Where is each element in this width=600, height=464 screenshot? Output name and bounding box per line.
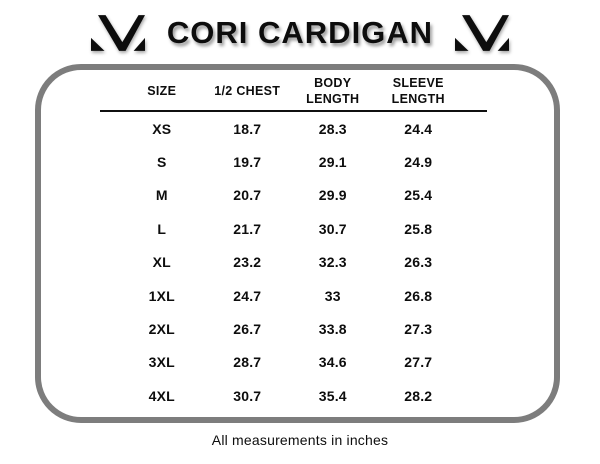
sleeve-length-cell: 25.8 (404, 220, 433, 237)
size-cell: XL (152, 254, 171, 271)
table-row: XS 18.7 28.3 24.4 (119, 112, 461, 145)
half-chest-cell: 23.2 (233, 254, 262, 271)
half-chest-cell: 18.7 (233, 120, 262, 137)
body-length-cell: 32.3 (318, 254, 347, 271)
size-cell: 2XL (148, 321, 175, 338)
size-cell: S (156, 154, 167, 171)
table-header-row: SIZE 1/2 CHEST BODY LENGTH SLEEVE LENGTH (119, 72, 461, 110)
half-chest-cell: 24.7 (233, 287, 262, 304)
table-row: L 21.7 30.7 25.8 (119, 212, 461, 245)
sleeve-length-cell: 25.4 (404, 187, 433, 204)
brand-m-logo-icon (455, 15, 510, 51)
body-length-cell: 33.8 (318, 321, 347, 338)
half-chest-cell: 30.7 (233, 387, 262, 404)
sleeve-length-cell: 24.9 (404, 154, 433, 171)
column-header-half-chest: 1/2 CHEST (214, 83, 281, 98)
body-length-cell: 33 (324, 287, 341, 304)
table-row: M 20.7 29.9 25.4 (119, 179, 461, 212)
sleeve-length-cell: 26.8 (404, 287, 433, 304)
column-header-sleeve-length: SLEEVE LENGTH (391, 75, 445, 106)
size-cell: 1XL (148, 287, 175, 304)
half-chest-cell: 21.7 (233, 220, 262, 237)
half-chest-cell: 19.7 (233, 154, 262, 171)
table-row: 4XL 30.7 35.4 28.2 (119, 379, 461, 412)
header-divider (100, 110, 487, 112)
body-length-cell: 28.3 (318, 120, 347, 137)
table-row: S 19.7 29.1 24.9 (119, 145, 461, 178)
size-cell: 4XL (148, 387, 175, 404)
half-chest-cell: 26.7 (233, 321, 262, 338)
measurements-note: All measurements in inches (211, 432, 389, 448)
brand-m-logo-icon (90, 15, 145, 51)
column-header-size: SIZE (147, 83, 177, 98)
sleeve-length-cell: 27.3 (404, 321, 433, 338)
body-length-cell: 30.7 (318, 220, 347, 237)
size-cell: XS (152, 120, 172, 137)
table-body: XS 18.7 28.3 24.4 S 19.7 29.1 24.9 M 20.… (119, 112, 461, 413)
table-row: 1XL 24.7 33 26.8 (119, 279, 461, 312)
table-row: 3XL 28.7 34.6 27.7 (119, 346, 461, 379)
table-row: 2XL 26.7 33.8 27.3 (119, 312, 461, 345)
page-title: CORI CARDIGAN (166, 15, 434, 50)
sleeve-length-cell: 27.7 (404, 354, 433, 371)
body-length-cell: 29.1 (318, 154, 347, 171)
half-chest-cell: 28.7 (233, 354, 262, 371)
body-length-cell: 34.6 (318, 354, 347, 371)
half-chest-cell: 20.7 (233, 187, 262, 204)
table-row: XL 23.2 32.3 26.3 (119, 246, 461, 279)
sleeve-length-cell: 24.4 (404, 120, 433, 137)
size-chart-box: SIZE 1/2 CHEST BODY LENGTH SLEEVE LENGTH… (35, 64, 560, 423)
sleeve-length-cell: 28.2 (404, 387, 433, 404)
size-cell: M (155, 187, 168, 204)
header: CORI CARDIGAN (0, 0, 600, 56)
size-table: SIZE 1/2 CHEST BODY LENGTH SLEEVE LENGTH… (100, 72, 487, 413)
sleeve-length-cell: 26.3 (404, 254, 433, 271)
body-length-cell: 35.4 (318, 387, 347, 404)
size-cell: 3XL (148, 354, 175, 371)
body-length-cell: 29.9 (318, 187, 347, 204)
size-cell: L (157, 220, 167, 237)
column-header-body-length: BODY LENGTH (306, 75, 360, 106)
